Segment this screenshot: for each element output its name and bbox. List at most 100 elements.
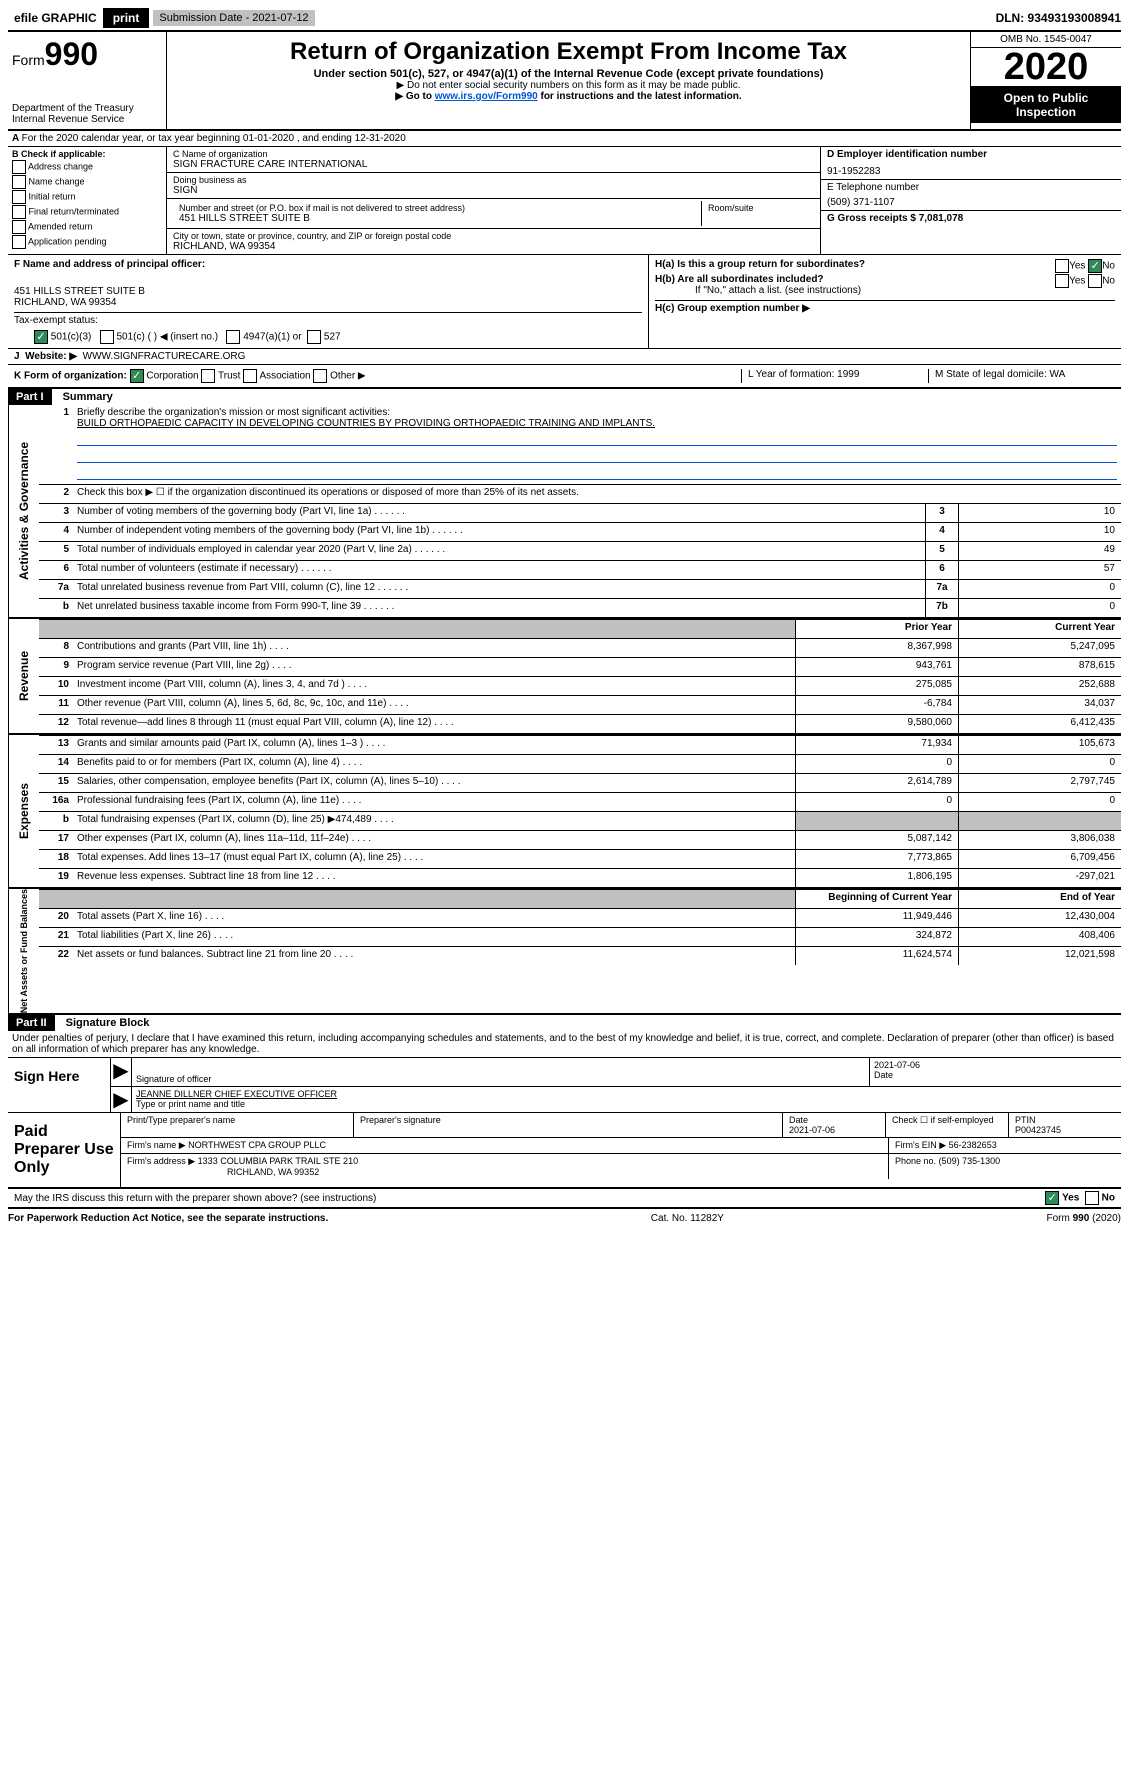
sig-blank[interactable] bbox=[136, 1060, 865, 1074]
website-label: Website: ▶ bbox=[25, 351, 77, 362]
prep-selfemp: Check ☐ if self-employed bbox=[886, 1113, 1009, 1137]
opt-501c3: 501(c)(3) bbox=[51, 332, 92, 343]
dba-label: Doing business as bbox=[173, 175, 814, 185]
ha-no[interactable]: ✓ bbox=[1088, 259, 1102, 273]
na-hdr-desc bbox=[73, 890, 795, 908]
ha-label: H(a) Is this a group return for subordin… bbox=[655, 259, 865, 270]
tel-value: (509) 371-1107 bbox=[827, 197, 1115, 208]
org-name: SIGN FRACTURE CARE INTERNATIONAL bbox=[173, 159, 814, 170]
row-21: 21Total liabilities (Part X, line 26) . … bbox=[39, 927, 1121, 946]
opt-4947: 4947(a)(1) or bbox=[243, 332, 301, 343]
row-10: 10Investment income (Part VIII, column (… bbox=[39, 676, 1121, 695]
tel-label: E Telephone number bbox=[827, 182, 1115, 193]
col-c: C Name of organization SIGN FRACTURE CAR… bbox=[167, 147, 820, 254]
discuss-yes[interactable]: ✓ bbox=[1045, 1191, 1059, 1205]
irs-link[interactable]: www.irs.gov/Form990 bbox=[435, 91, 538, 102]
side-governance: Activities & Governance bbox=[8, 405, 39, 617]
opt-other: Other ▶ bbox=[330, 371, 365, 382]
yes-1: Yes bbox=[1069, 261, 1085, 272]
officer-label: F Name and address of principal officer: bbox=[14, 259, 205, 270]
colb-opt-2[interactable]: Initial return bbox=[12, 190, 162, 204]
colb-opt-1[interactable]: Name change bbox=[12, 175, 162, 189]
prior-year-hdr: Prior Year bbox=[795, 620, 958, 638]
inspect-1: Open to Public bbox=[1004, 91, 1089, 105]
k-assoc[interactable] bbox=[243, 369, 257, 383]
form-prefix: Form bbox=[12, 52, 45, 68]
colb-opt-4[interactable]: Amended return bbox=[12, 220, 162, 234]
colb-opt-0[interactable]: Address change bbox=[12, 160, 162, 174]
k-trust[interactable] bbox=[201, 369, 215, 383]
colb-opt-3[interactable]: Final return/terminated bbox=[12, 205, 162, 219]
check-527[interactable] bbox=[307, 330, 321, 344]
sig-date-label: Date bbox=[874, 1070, 1117, 1080]
irs-label: Internal Revenue Service bbox=[12, 114, 162, 125]
m-state: M State of legal domicile: WA bbox=[928, 369, 1115, 383]
efile-label: efile GRAPHIC bbox=[14, 11, 97, 25]
firm-name-label: Firm's name ▶ bbox=[127, 1140, 186, 1150]
col-b: B Check if applicable: Address change Na… bbox=[8, 147, 167, 254]
paid-preparer-section: Paid Preparer Use Only Print/Type prepar… bbox=[8, 1113, 1121, 1189]
no-1: No bbox=[1102, 261, 1115, 272]
firm-addr1: 1333 COLUMBIA PARK TRAIL STE 210 bbox=[198, 1156, 358, 1166]
sig-arrow-2: ▶ bbox=[111, 1087, 131, 1112]
prep-date-hdr: Date bbox=[789, 1115, 808, 1125]
discuss-q: May the IRS discuss this return with the… bbox=[14, 1193, 376, 1204]
row-16a: 16aProfessional fundraising fees (Part I… bbox=[39, 792, 1121, 811]
org-name-label: C Name of organization bbox=[173, 149, 814, 159]
rev-hdr-blank bbox=[39, 620, 73, 638]
goto-pre: ▶ Go to bbox=[395, 91, 434, 102]
row-b: bTotal fundraising expenses (Part IX, co… bbox=[39, 811, 1121, 830]
k-other[interactable] bbox=[313, 369, 327, 383]
part2-header: Part II Signature Block bbox=[8, 1015, 1121, 1031]
row-22: 22Net assets or fund balances. Subtract … bbox=[39, 946, 1121, 965]
dln-label: DLN: 93493193008941 bbox=[996, 11, 1121, 25]
colb-opt-5[interactable]: Application pending bbox=[12, 235, 162, 249]
check-4947[interactable] bbox=[226, 330, 240, 344]
firm-ein-label: Firm's EIN ▶ bbox=[895, 1140, 946, 1150]
row-11: 11Other revenue (Part VIII, column (A), … bbox=[39, 695, 1121, 714]
prep-date: 2021-07-06 bbox=[789, 1125, 835, 1135]
discuss-no-label: No bbox=[1102, 1193, 1115, 1204]
form-title: Return of Organization Exempt From Incom… bbox=[171, 38, 966, 66]
check-501c[interactable] bbox=[100, 330, 114, 344]
footer-left: For Paperwork Reduction Act Notice, see … bbox=[8, 1213, 328, 1224]
part1-header: Part I Summary bbox=[8, 389, 1121, 405]
sig-officer-label: Signature of officer bbox=[136, 1074, 865, 1084]
part2-badge: Part II bbox=[8, 1015, 55, 1031]
beg-year-hdr: Beginning of Current Year bbox=[795, 890, 958, 908]
paid-prep-label: Paid Preparer Use Only bbox=[8, 1113, 120, 1187]
print-button[interactable]: print bbox=[103, 8, 150, 28]
form-subtitle: Under section 501(c), 527, or 4947(a)(1)… bbox=[171, 68, 966, 80]
row-k: K Form of organization: ✓ Corporation Tr… bbox=[8, 365, 1121, 389]
check-501c3[interactable]: ✓ bbox=[34, 330, 48, 344]
officer-name: JEANNE DILLNER CHIEF EXECUTIVE OFFICER bbox=[136, 1089, 1117, 1099]
row-12: 12Total revenue—add lines 8 through 11 (… bbox=[39, 714, 1121, 733]
officer-name-label: Type or print name and title bbox=[136, 1099, 1117, 1109]
row-8: 8Contributions and grants (Part VIII, li… bbox=[39, 638, 1121, 657]
k-corp[interactable]: ✓ bbox=[130, 369, 144, 383]
opt-527: 527 bbox=[324, 332, 341, 343]
line-1-num: 1 bbox=[39, 405, 73, 484]
prep-name-hdr: Print/Type preparer's name bbox=[121, 1113, 354, 1137]
row-13: 13Grants and similar amounts paid (Part … bbox=[39, 735, 1121, 754]
city-value: RICHLAND, WA 99354 bbox=[173, 241, 814, 252]
discuss-no[interactable] bbox=[1085, 1191, 1099, 1205]
footer-mid: Cat. No. 11282Y bbox=[651, 1213, 724, 1224]
blank-line-2 bbox=[77, 448, 1117, 463]
na-hdr-blank bbox=[39, 890, 73, 908]
opt-assoc: Association bbox=[259, 371, 310, 382]
row-19: 19Revenue less expenses. Subtract line 1… bbox=[39, 868, 1121, 887]
firm-ein: 56-2382653 bbox=[949, 1140, 997, 1150]
form-header: Form990 Department of the Treasury Inter… bbox=[8, 32, 1121, 131]
row-15: 15Salaries, other compensation, employee… bbox=[39, 773, 1121, 792]
line-2-num: 2 bbox=[39, 485, 73, 503]
hb-label: H(b) Are all subordinates included? bbox=[655, 274, 824, 285]
discuss-yes-label: Yes bbox=[1062, 1193, 1079, 1204]
hb-no[interactable] bbox=[1088, 274, 1102, 288]
gov-row-7b: bNet unrelated business taxable income f… bbox=[39, 598, 1121, 617]
ha-yes[interactable] bbox=[1055, 259, 1069, 273]
row-9: 9Program service revenue (Part VIII, lin… bbox=[39, 657, 1121, 676]
hb-yes[interactable] bbox=[1055, 274, 1069, 288]
part2-title: Signature Block bbox=[66, 1017, 150, 1029]
governance-section: Activities & Governance 1 Briefly descri… bbox=[8, 405, 1121, 619]
